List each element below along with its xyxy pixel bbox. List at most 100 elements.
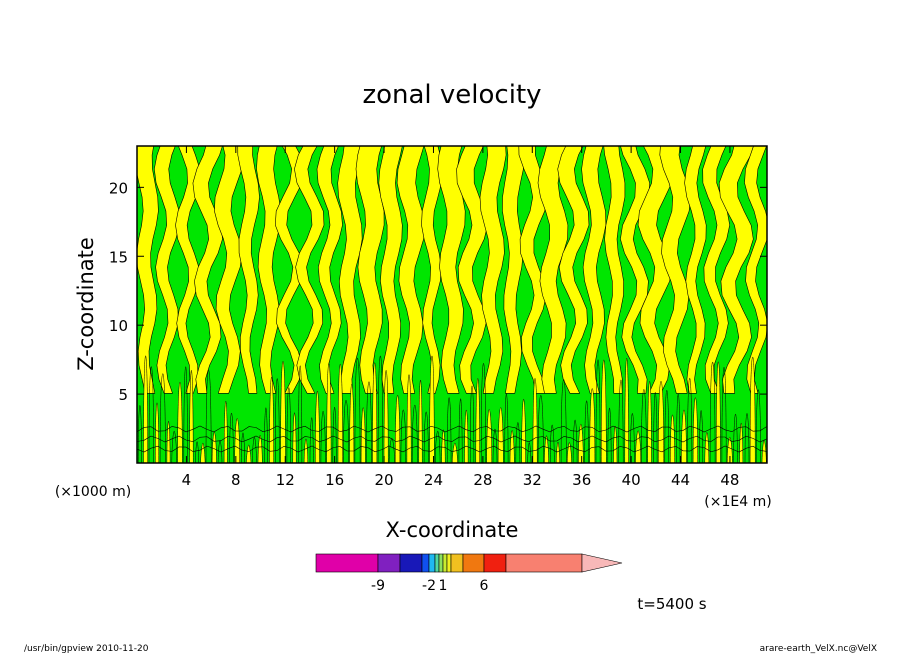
colorbar-segment (434, 553, 440, 573)
surface-contour (137, 425, 767, 433)
time-label: t=5400 s (637, 595, 706, 613)
colorbar-segment (421, 553, 430, 573)
surface-contour (137, 435, 767, 443)
turbulent-finger (647, 381, 652, 463)
turbulent-finger (653, 392, 658, 463)
turbulent-finger (286, 387, 291, 463)
turbulent-finger (446, 397, 452, 463)
turbulent-finger (469, 385, 475, 463)
colorbar-segment (438, 553, 444, 573)
turbulent-finger (360, 407, 366, 463)
turbulent-finger (372, 362, 378, 463)
turbulent-finger (406, 374, 412, 463)
x-tick-label: 12 (276, 471, 295, 489)
turbulent-finger (337, 363, 343, 463)
turbulent-finger (613, 425, 618, 463)
x-unit-left: (×1000 m) (55, 484, 131, 500)
turbulent-finger (388, 437, 395, 463)
plume-region (502, 146, 525, 394)
plume-region (294, 146, 325, 394)
turbulent-finger (721, 366, 727, 463)
x-tick-label: 16 (325, 471, 344, 489)
turbulent-finger (229, 412, 234, 463)
plume-region (437, 146, 466, 394)
turbulent-finger (217, 440, 223, 463)
turbulent-finger (578, 423, 584, 463)
turbulent-finger (298, 365, 303, 463)
turbulent-finger (681, 409, 687, 463)
turbulent-finger (326, 363, 332, 463)
turbulent-finger (303, 438, 309, 463)
turbulent-finger (166, 420, 171, 463)
footer-right: arare-earth_VelX.nc@VelX (760, 644, 877, 654)
turbulent-finger (275, 378, 280, 463)
turbulent-finger (292, 412, 297, 463)
colorbar-segment (377, 553, 401, 573)
plume-region (684, 146, 707, 394)
turbulent-finger (566, 442, 572, 463)
turbulent-finger (726, 436, 733, 463)
turbulent-finger (492, 428, 498, 463)
turbulent-finger (709, 361, 716, 463)
plume-region (274, 146, 305, 394)
turbulent-finger (475, 378, 480, 463)
turbulent-finger (171, 430, 177, 463)
turbulent-finger (223, 400, 228, 463)
x-tick-label: 48 (720, 471, 739, 489)
colorbar-tick-label: 1 (439, 578, 448, 594)
turbulent-finger (183, 366, 188, 463)
x-axis-ticks: 4 8 12 16 20 24 28 32 36 40 44 48 (182, 146, 739, 489)
turbulent-finger (509, 430, 515, 463)
x-tick-label: 24 (424, 471, 443, 489)
turbulent-finger (435, 430, 441, 463)
plume-region (175, 146, 201, 394)
x-tick-label: 32 (523, 471, 542, 489)
turbulent-finger (641, 389, 647, 463)
colorbar-segment (315, 553, 379, 573)
plume-region (603, 146, 626, 394)
colorbar-ticks: -9 -2 1 6 (371, 578, 489, 594)
colorbar-segment (399, 553, 423, 573)
turbulent-finger (676, 393, 681, 463)
turbulent-finger (366, 381, 372, 463)
turbulent-finger (744, 413, 750, 463)
turbulent-finger (607, 407, 612, 463)
x-tick-label: 40 (622, 471, 641, 489)
turbulent-finger (143, 355, 148, 463)
turbulent-finger (658, 380, 665, 463)
colorbar-segment (462, 553, 485, 573)
x-tick-label: 8 (231, 471, 241, 489)
turbulent-finger (377, 355, 383, 463)
turbulent-finger (400, 409, 407, 463)
turbulent-finger (739, 422, 744, 463)
turbulent-finger (544, 435, 549, 463)
x-axis-label: X-coordinate (386, 518, 519, 542)
chart-title: zonal velocity (362, 80, 541, 110)
y-tick-label: 15 (109, 248, 128, 266)
x-tick-label: 20 (375, 471, 394, 489)
colorbar-tick-label: -9 (371, 578, 385, 594)
plume-region (479, 146, 507, 394)
turbulent-finger (148, 366, 154, 463)
y-tick-label: 5 (118, 386, 128, 404)
colorbar-segment (428, 553, 436, 573)
turbulent-finger (441, 429, 446, 463)
turbulent-finger (252, 436, 257, 463)
turbulent-finger (411, 404, 418, 463)
colorbar-segment (483, 553, 507, 573)
colorbar-tick-label: 6 (480, 578, 489, 594)
turbulent-finger (159, 373, 166, 463)
turbulent-finger (532, 378, 538, 463)
turbulent-finger (205, 369, 212, 463)
plot-frame (136, 145, 768, 464)
plume-region (581, 146, 607, 394)
turbulent-finger (504, 393, 509, 463)
turbulent-finger (423, 411, 429, 463)
turbulent-finger (177, 381, 183, 463)
turbulent-finger (343, 399, 349, 463)
turbulent-finger (246, 444, 252, 463)
turbulent-finger (670, 414, 675, 463)
colorbar-tick-label: -2 (422, 578, 436, 594)
turbulent-finger (383, 370, 389, 463)
turbulent-finger (733, 413, 738, 463)
